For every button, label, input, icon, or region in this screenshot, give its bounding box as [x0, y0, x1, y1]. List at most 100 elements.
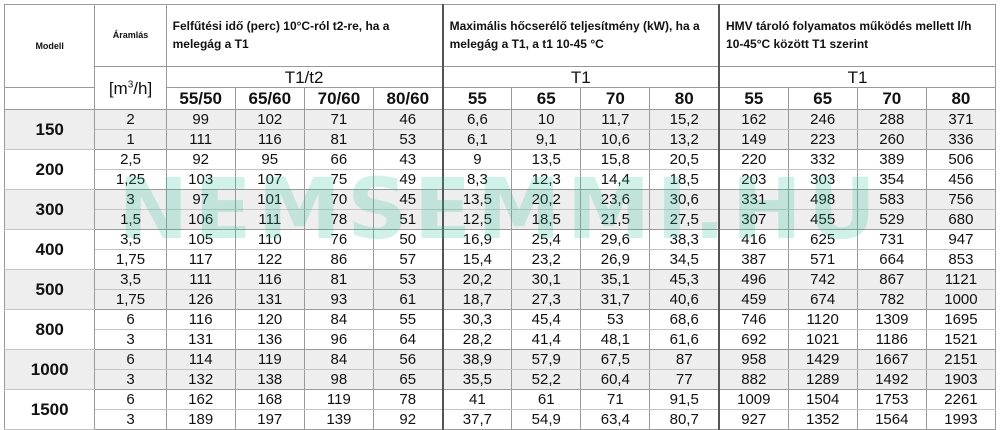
column-header: 80: [925, 87, 997, 110]
hmv-subheader: T1: [718, 66, 997, 88]
value-cell: 782: [856, 289, 927, 310]
value-cell: 1352: [787, 409, 858, 430]
value-cell: 1753: [856, 389, 927, 410]
value-cell: 15,2: [649, 109, 721, 130]
value-cell: 84: [303, 309, 374, 330]
model-cell: 300: [3, 189, 96, 230]
value-cell: 742: [787, 269, 858, 290]
value-cell: 260: [856, 129, 927, 150]
value-cell: 54,9: [511, 409, 582, 430]
flow-cell: 1,5: [94, 209, 167, 230]
value-cell: 20,2: [511, 189, 582, 210]
value-cell: 116: [165, 309, 236, 330]
value-cell: 13,2: [649, 129, 721, 150]
value-cell: 71: [303, 109, 374, 130]
value-cell: 26,9: [580, 249, 651, 270]
max-power-header: Maximális hőcserélő teljesítmény (kW), h…: [442, 4, 721, 67]
value-cell: 114: [165, 349, 236, 370]
value-cell: 958: [718, 349, 789, 370]
value-cell: 571: [787, 249, 858, 270]
value-cell: 53: [372, 269, 444, 290]
flow-cell: 2,5: [94, 149, 167, 170]
column-header: 65/60: [234, 87, 305, 110]
value-cell: 21,5: [580, 209, 651, 230]
flow-cell: 6: [94, 349, 167, 370]
flow-header: Áramlás: [94, 4, 167, 67]
table-row: 3 131 136 96 64 28,2 41,4 48,1 61,6 692 1021 1186 15…: [5, 329, 997, 350]
value-cell: 96: [303, 329, 374, 350]
value-cell: 138: [234, 369, 305, 390]
column-header: 70: [856, 87, 927, 110]
value-cell: 119: [234, 349, 305, 370]
value-cell: 11,7: [580, 109, 651, 130]
value-cell: 95: [234, 149, 305, 170]
value-cell: 103: [165, 169, 236, 190]
value-cell: 68,6: [649, 309, 721, 330]
value-cell: 1903: [925, 369, 997, 390]
value-cell: 106: [165, 209, 236, 230]
value-cell: 162: [165, 389, 236, 410]
value-cell: 92: [372, 409, 444, 430]
value-cell: 126: [165, 289, 236, 310]
value-cell: 64: [372, 329, 444, 350]
value-cell: 53: [580, 309, 651, 330]
value-cell: 92: [165, 149, 236, 170]
value-cell: 132: [165, 369, 236, 390]
value-cell: 34,5: [649, 249, 721, 270]
value-cell: 1564: [856, 409, 927, 430]
table-row: 1,25 103 107 75 49 8,3 12,3 14,4 18,5 203 303 354 45…: [5, 169, 997, 190]
value-cell: 2151: [925, 349, 997, 370]
value-cell: 91,5: [649, 389, 721, 410]
table-row: 200 2,5 92 95 66 43 9 13,5 15,8 20,5 220 332 389 506: [3, 149, 997, 190]
flow-cell: 3,5: [94, 269, 167, 290]
model-header: Modell: [3, 4, 96, 88]
value-cell: 168: [234, 389, 305, 410]
table-row: 3 132 138 98 65 35,5 52,2 60,4 77 882 1289 1492 1903: [5, 369, 997, 390]
flow-cell: 1,75: [94, 249, 167, 270]
model-cell: 800: [3, 309, 96, 350]
value-cell: 2261: [925, 389, 997, 410]
value-cell: 80,7: [649, 409, 721, 430]
heatup-subheader: T1/t2: [165, 66, 444, 88]
table-body: 150 2 99 102 71 46 6,6 10 11,7 15,2 162 246 288 371 1 1…: [3, 109, 997, 430]
value-cell: 674: [787, 289, 858, 310]
value-cell: 70: [303, 189, 374, 210]
column-header: 55: [442, 87, 513, 110]
value-cell: 1309: [856, 309, 927, 330]
value-cell: 15,8: [580, 149, 651, 170]
table-row: 3 189 197 139 92 37,7 54,9 63,4 80,7 927 1352 1564 1…: [5, 409, 997, 430]
value-cell: 223: [787, 129, 858, 150]
value-cell: 105: [165, 229, 236, 250]
value-cell: 57: [372, 249, 444, 270]
value-cell: 307: [718, 209, 789, 230]
value-cell: 664: [856, 249, 927, 270]
table-row: 1,75 126 131 93 61 18,7 27,3 31,7 40,6 459 674 782 1…: [5, 289, 997, 310]
value-cell: 29,6: [580, 229, 651, 250]
value-cell: 38,9: [442, 349, 513, 370]
model-cell: 1500: [3, 389, 96, 430]
value-cell: 331: [718, 189, 789, 210]
value-cell: 459: [718, 289, 789, 310]
value-cell: 27,3: [511, 289, 582, 310]
value-cell: 332: [787, 149, 858, 170]
value-cell: 18,5: [649, 169, 721, 190]
value-cell: 93: [303, 289, 374, 310]
value-cell: 76: [303, 229, 374, 250]
model-cell: 200: [3, 149, 96, 190]
value-cell: 506: [925, 149, 997, 170]
value-cell: 37,7: [442, 409, 513, 430]
value-cell: 119: [303, 389, 374, 410]
value-cell: 120: [234, 309, 305, 330]
value-cell: 41,4: [511, 329, 582, 350]
table-row: 500 3,5 111 116 81 53 20,2 30,1 35,1 45,3 496 742 86…: [3, 269, 997, 310]
value-cell: 107: [234, 169, 305, 190]
model-cell: 500: [3, 269, 96, 310]
value-cell: 51: [372, 209, 444, 230]
value-cell: 75: [303, 169, 374, 190]
value-cell: 23,6: [580, 189, 651, 210]
value-cell: 117: [165, 249, 236, 270]
flow-cell: 1,75: [94, 289, 167, 310]
value-cell: 23,2: [511, 249, 582, 270]
value-cell: 529: [856, 209, 927, 230]
power-subheader: T1: [442, 66, 721, 88]
